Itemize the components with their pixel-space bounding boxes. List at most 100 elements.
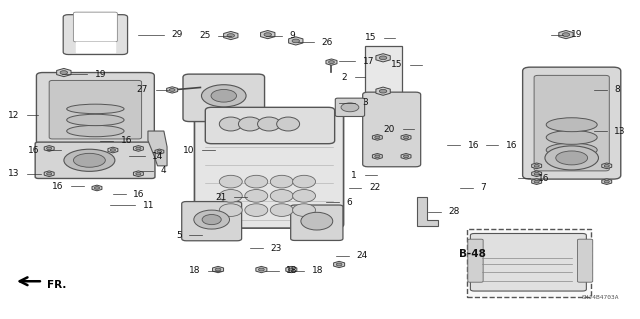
Ellipse shape: [211, 89, 237, 102]
Circle shape: [292, 39, 300, 43]
Circle shape: [534, 180, 540, 183]
Text: B-48: B-48: [460, 249, 486, 259]
Polygon shape: [57, 69, 71, 77]
Text: 21: 21: [215, 193, 227, 202]
Polygon shape: [133, 171, 143, 177]
Polygon shape: [532, 163, 541, 169]
Text: 16: 16: [52, 182, 64, 191]
FancyBboxPatch shape: [183, 74, 264, 122]
Circle shape: [375, 155, 380, 158]
Circle shape: [47, 173, 52, 175]
Text: 18: 18: [312, 266, 323, 275]
Ellipse shape: [239, 117, 261, 131]
Ellipse shape: [220, 117, 243, 131]
FancyBboxPatch shape: [523, 67, 621, 179]
Polygon shape: [223, 32, 238, 40]
Text: 1: 1: [351, 171, 357, 180]
Circle shape: [136, 147, 141, 150]
Text: 3: 3: [363, 98, 369, 107]
Circle shape: [604, 180, 609, 183]
Polygon shape: [44, 171, 54, 177]
Text: 28: 28: [449, 207, 460, 216]
Text: FR.: FR.: [47, 280, 67, 290]
Ellipse shape: [202, 214, 221, 225]
Circle shape: [264, 33, 271, 36]
Text: 6: 6: [347, 198, 353, 207]
Ellipse shape: [292, 189, 316, 202]
Text: 16: 16: [468, 141, 479, 150]
Text: 13: 13: [8, 169, 19, 178]
Polygon shape: [44, 145, 54, 151]
Polygon shape: [92, 185, 102, 191]
FancyBboxPatch shape: [291, 205, 343, 241]
FancyBboxPatch shape: [195, 113, 344, 228]
Ellipse shape: [270, 204, 293, 216]
Circle shape: [170, 88, 175, 91]
Text: 23: 23: [270, 243, 282, 253]
Circle shape: [215, 268, 221, 271]
Circle shape: [94, 187, 100, 189]
Polygon shape: [166, 87, 178, 93]
Circle shape: [604, 165, 609, 167]
Text: 19: 19: [95, 70, 107, 78]
Circle shape: [403, 136, 408, 139]
Ellipse shape: [270, 189, 293, 202]
Text: 16: 16: [120, 136, 132, 145]
Bar: [467, 229, 591, 297]
FancyBboxPatch shape: [36, 72, 154, 147]
Polygon shape: [401, 135, 411, 140]
Text: 19: 19: [571, 30, 582, 39]
Text: 26: 26: [321, 38, 333, 47]
Text: 22: 22: [369, 183, 380, 192]
Polygon shape: [212, 266, 223, 273]
Text: 12: 12: [8, 111, 19, 120]
Polygon shape: [148, 131, 167, 166]
Circle shape: [60, 71, 68, 74]
Polygon shape: [256, 266, 267, 273]
Text: 4: 4: [161, 166, 166, 175]
FancyBboxPatch shape: [49, 80, 141, 139]
Ellipse shape: [292, 175, 316, 188]
Polygon shape: [260, 31, 275, 39]
Text: 16: 16: [506, 141, 518, 150]
Polygon shape: [326, 59, 337, 65]
FancyBboxPatch shape: [35, 142, 155, 178]
Text: 20: 20: [384, 125, 395, 134]
FancyBboxPatch shape: [63, 15, 127, 55]
Ellipse shape: [270, 175, 293, 188]
Text: 18: 18: [286, 266, 298, 275]
Circle shape: [136, 173, 141, 175]
Text: 17: 17: [363, 57, 374, 66]
Polygon shape: [376, 54, 390, 62]
Ellipse shape: [67, 125, 124, 137]
Text: 7: 7: [481, 183, 486, 192]
Circle shape: [380, 56, 387, 60]
Ellipse shape: [220, 189, 243, 202]
Text: 16: 16: [28, 145, 40, 154]
Circle shape: [157, 151, 162, 153]
Circle shape: [563, 33, 570, 36]
Polygon shape: [286, 266, 297, 273]
Ellipse shape: [341, 103, 359, 112]
FancyBboxPatch shape: [363, 92, 420, 167]
Text: 2: 2: [342, 73, 348, 82]
Text: 24: 24: [356, 251, 367, 260]
Text: 25: 25: [199, 31, 211, 40]
Polygon shape: [532, 171, 541, 177]
FancyBboxPatch shape: [468, 239, 483, 282]
Text: 16: 16: [538, 174, 549, 183]
Polygon shape: [108, 147, 118, 153]
Ellipse shape: [220, 175, 243, 188]
Text: 27: 27: [136, 85, 148, 94]
FancyBboxPatch shape: [182, 202, 242, 241]
Ellipse shape: [292, 204, 316, 216]
Text: 15: 15: [365, 33, 376, 42]
Circle shape: [47, 147, 52, 150]
Ellipse shape: [194, 210, 230, 229]
Ellipse shape: [67, 104, 124, 114]
Polygon shape: [602, 179, 612, 184]
Polygon shape: [376, 87, 390, 95]
Ellipse shape: [546, 118, 597, 132]
Polygon shape: [401, 153, 411, 159]
Ellipse shape: [245, 175, 268, 188]
